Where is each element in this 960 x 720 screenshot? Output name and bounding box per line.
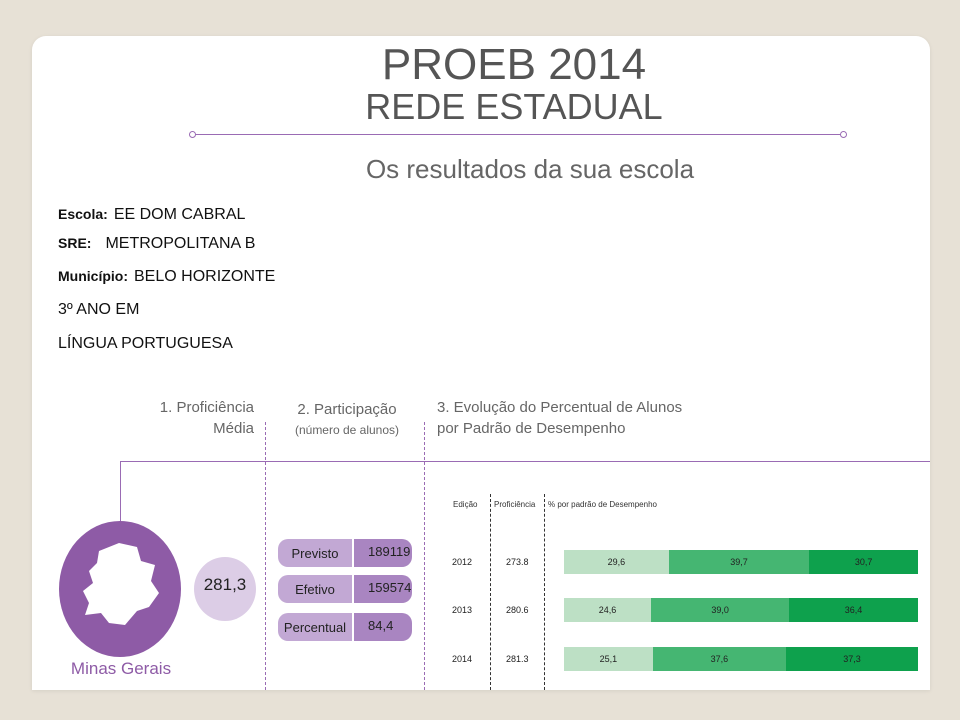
section-proficiencia-heading: 1. Proficiência Média — [159, 399, 254, 437]
escola-label: Escola: — [58, 206, 108, 222]
proficiencia-value: 281.3 — [506, 654, 529, 664]
table-header-proficiencia: Proficiência — [494, 500, 536, 509]
bar-segment: 36,4 — [789, 598, 918, 622]
escola-value: EE DOM CABRAL — [113, 206, 246, 223]
state-map-badge — [59, 521, 181, 657]
participacao-efetivo: Efetivo 159574 — [278, 575, 412, 603]
report-title: PROEB 2014 — [381, 40, 647, 89]
stacked-bar: 25,1 37,6 37,3 — [564, 647, 918, 671]
section-participacao-heading: 2. Participação (número de alunos) — [294, 401, 400, 437]
disciplina: LÍNGUA PORTUGUESA — [58, 335, 233, 352]
minas-gerais-map-icon — [83, 543, 159, 625]
year-label: 2012 — [452, 557, 473, 567]
bar-segment: 37,6 — [652, 647, 786, 671]
column-divider — [424, 422, 425, 690]
title-divider — [192, 134, 844, 135]
sre-value: METROPOLITANA B — [105, 235, 256, 252]
municipio-row: Município: BELO HORIZONTE — [58, 268, 275, 286]
table-header-edicao: Edição — [453, 500, 478, 509]
table-divider — [544, 494, 545, 690]
municipio-value: BELO HORIZONTE — [134, 268, 276, 285]
table-header-padrao: % por padrão de Desempenho — [548, 500, 657, 509]
connector-line — [120, 461, 930, 462]
bar-segment: 25,1 — [564, 647, 653, 671]
report-subtitle: REDE ESTADUAL — [365, 86, 663, 127]
stacked-bar: 24,6 39,0 36,4 — [564, 598, 918, 622]
proficiencia-value: 273.8 — [506, 557, 529, 567]
divider-dot-right — [840, 131, 847, 138]
year-label: 2014 — [452, 654, 473, 664]
bar-segment: 29,6 — [564, 550, 669, 574]
stacked-bar: 29,6 39,7 30,7 — [564, 550, 918, 574]
proficiencia-media-value: 281,3 — [194, 557, 256, 621]
sre-row: SRE: METROPOLITANA B — [58, 235, 255, 253]
section-title: Os resultados da sua escola — [365, 154, 695, 184]
connector-line — [120, 461, 121, 523]
bar-segment: 24,6 — [564, 598, 652, 622]
serie: 3º ANO EM — [58, 301, 140, 318]
school-row: Escola: EE DOM CABRAL — [58, 206, 245, 224]
bar-segment: 30,7 — [809, 550, 918, 574]
report-card: PROEB 2014 REDE ESTADUAL Os resultados d… — [32, 36, 930, 690]
divider-dot-left — [189, 131, 196, 138]
sre-label: SRE: — [58, 235, 92, 251]
municipio-label: Município: — [58, 268, 128, 284]
year-label: 2013 — [452, 605, 473, 615]
column-divider — [265, 422, 266, 690]
bar-segment: 39,7 — [668, 550, 810, 574]
participacao-percentual: Percentual 84,4 — [278, 613, 412, 641]
bar-segment: 37,3 — [785, 647, 918, 671]
section-evolucao-heading: 3. Evolução do Percentual de Alunos por … — [437, 399, 683, 437]
state-name: Minas Gerais — [70, 659, 172, 678]
proficiencia-value: 280.6 — [506, 605, 529, 615]
table-divider — [490, 494, 491, 690]
participacao-previsto: Previsto 189119 — [278, 539, 412, 567]
bar-segment: 39,0 — [651, 598, 790, 622]
